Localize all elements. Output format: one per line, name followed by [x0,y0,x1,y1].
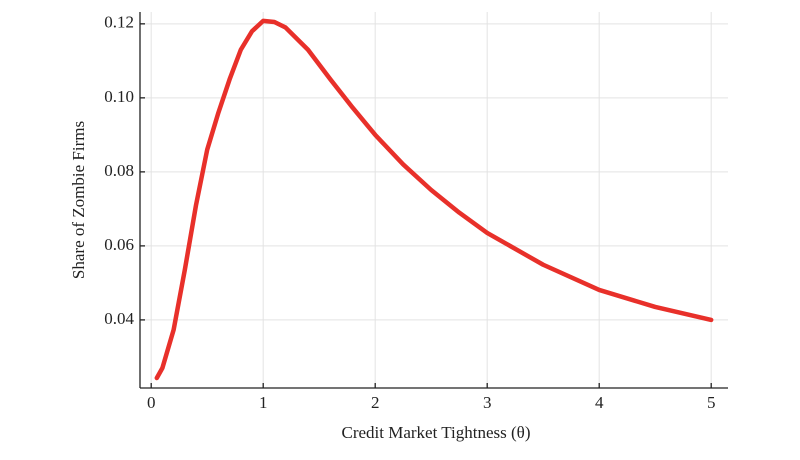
x-tick-label: 0 [147,393,156,412]
x-tick-label: 4 [595,393,604,412]
y-tick-label: 0.08 [104,161,134,180]
y-tick-label: 0.12 [104,13,134,32]
x-tick-label: 2 [371,393,380,412]
x-tick-label: 5 [707,393,716,412]
y-tick-label: 0.06 [104,235,134,254]
x-tick-label: 3 [483,393,492,412]
x-tick-label: 1 [259,393,268,412]
y-axis-label: Share of Zombie Firms [69,121,88,279]
data-line [154,18,714,381]
x-axis-label: Credit Market Tightness (θ) [341,423,530,442]
y-tick-label: 0.10 [104,87,134,106]
y-tick-label: 0.04 [104,309,134,328]
